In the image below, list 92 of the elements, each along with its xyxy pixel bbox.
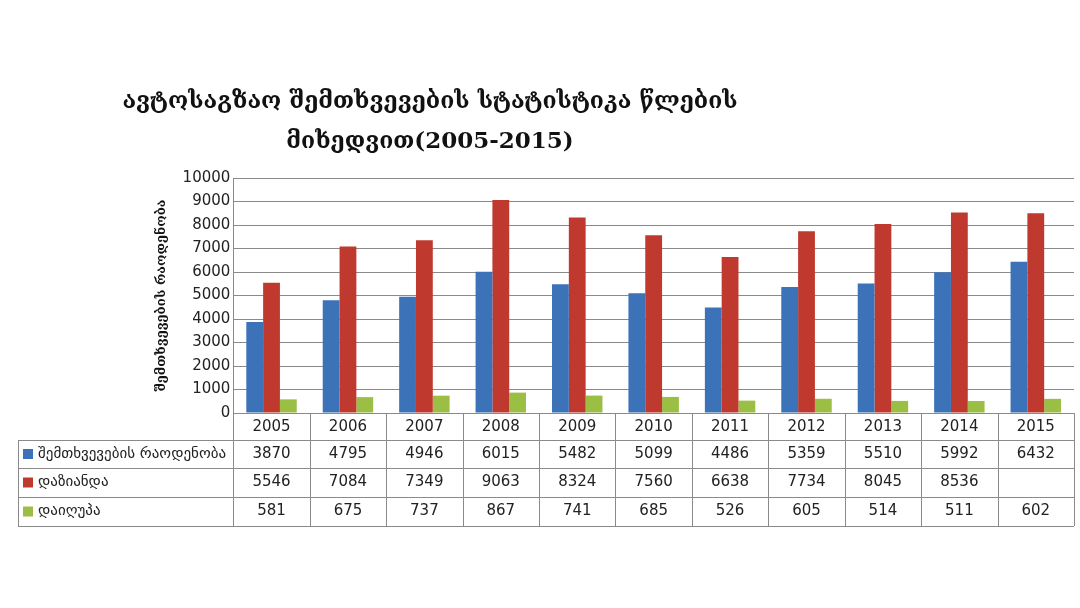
chart-title: ავტოსაგზაო შემთხვევების სტატისტიკა წლების მიხედვით(2005-2015) xyxy=(121,85,739,155)
data-label: 5099 xyxy=(634,443,673,462)
bar xyxy=(263,282,280,413)
y-tick-label: 0 xyxy=(220,402,231,421)
bar xyxy=(781,287,799,413)
x-tick-label: 2009 xyxy=(558,417,597,436)
bar xyxy=(814,398,832,413)
data-label: 5359 xyxy=(787,443,826,462)
data-label: 4795 xyxy=(328,443,368,462)
y-tick-label: 10000 xyxy=(182,167,231,186)
data-label: 6638 xyxy=(710,472,750,491)
bar xyxy=(704,307,722,413)
bar xyxy=(475,271,493,413)
data-label: 5992 xyxy=(940,443,979,462)
bar xyxy=(509,392,527,413)
bar xyxy=(322,300,340,413)
bar xyxy=(891,400,909,413)
data-label: 6015 xyxy=(481,443,520,462)
bar xyxy=(415,240,433,413)
data-label: 4486 xyxy=(710,443,750,462)
bar xyxy=(552,284,569,413)
bar xyxy=(246,322,264,413)
bar xyxy=(628,293,646,413)
legend-label: შემთხვევების რაოდენობა xyxy=(38,443,227,462)
data-label: 4946 xyxy=(405,443,444,462)
data-label: 741 xyxy=(562,501,592,520)
legend-label: დაიღუპა xyxy=(38,501,101,520)
bar xyxy=(857,283,875,413)
bar xyxy=(432,395,450,413)
data-label: 8324 xyxy=(558,472,597,491)
data-label: 526 xyxy=(715,501,745,520)
bar xyxy=(585,395,603,413)
data-label: 7734 xyxy=(787,472,826,491)
data-label: 5510 xyxy=(863,443,903,462)
x-tick-label: 2012 xyxy=(787,417,826,436)
legend-label: დაზიანდა xyxy=(38,472,109,491)
bar xyxy=(738,400,756,413)
y-tick-label: 3000 xyxy=(192,332,231,351)
y-axis-title: შემთხვევების რაოდენობა xyxy=(153,199,169,392)
y-tick-label: 8000 xyxy=(192,214,231,233)
x-tick-label: 2005 xyxy=(252,417,291,436)
x-tick-label: 2011 xyxy=(710,417,750,436)
data-label: 737 xyxy=(410,501,439,520)
data-label: 9063 xyxy=(481,472,520,491)
x-tick-label: 2014 xyxy=(940,417,979,436)
bar xyxy=(492,200,510,413)
data-label: 8045 xyxy=(863,472,903,491)
data-label: 3870 xyxy=(252,443,291,462)
bar xyxy=(874,223,892,413)
data-label: 511 xyxy=(945,501,974,520)
bar xyxy=(798,231,815,413)
y-tick-label: 1000 xyxy=(192,379,231,398)
data-label: 685 xyxy=(639,501,668,520)
bar xyxy=(356,397,374,413)
data-label: 7349 xyxy=(405,472,444,491)
data-label: 514 xyxy=(868,501,898,520)
data-label: 5482 xyxy=(558,443,597,462)
bar xyxy=(279,399,297,413)
y-tick-label: 9000 xyxy=(192,191,231,210)
data-label: 6432 xyxy=(1016,443,1055,462)
bar xyxy=(339,246,357,413)
x-tick-label: 2008 xyxy=(481,417,520,436)
x-tick-label: 2006 xyxy=(328,417,368,436)
bar xyxy=(568,217,586,413)
y-tick-label: 7000 xyxy=(192,238,231,257)
bar xyxy=(967,400,985,413)
bar xyxy=(399,296,416,413)
y-tick-label: 5000 xyxy=(192,285,231,304)
bar xyxy=(1010,261,1028,413)
bar xyxy=(645,235,663,413)
x-tick-label: 2007 xyxy=(405,417,444,436)
data-label: 8536 xyxy=(940,472,979,491)
x-tick-label: 2015 xyxy=(1016,417,1055,436)
data-label: 7560 xyxy=(634,472,673,491)
bar xyxy=(721,257,739,413)
bar xyxy=(662,396,679,413)
bar xyxy=(1044,398,1062,413)
data-label: 867 xyxy=(486,501,516,520)
bar xyxy=(934,272,951,413)
y-tick-label: 6000 xyxy=(192,261,231,280)
data-label: 5546 xyxy=(252,472,291,491)
data-label: 675 xyxy=(333,501,363,520)
bar xyxy=(950,212,968,413)
x-tick-label: 2013 xyxy=(863,417,903,436)
bar xyxy=(1027,213,1045,413)
data-label: 602 xyxy=(1021,501,1051,520)
data-label: 7084 xyxy=(328,472,368,491)
data-label: 581 xyxy=(257,501,286,520)
y-tick-label: 2000 xyxy=(192,355,231,374)
data-label: 605 xyxy=(792,501,821,520)
x-tick-label: 2010 xyxy=(634,417,673,436)
y-tick-label: 4000 xyxy=(192,308,231,327)
